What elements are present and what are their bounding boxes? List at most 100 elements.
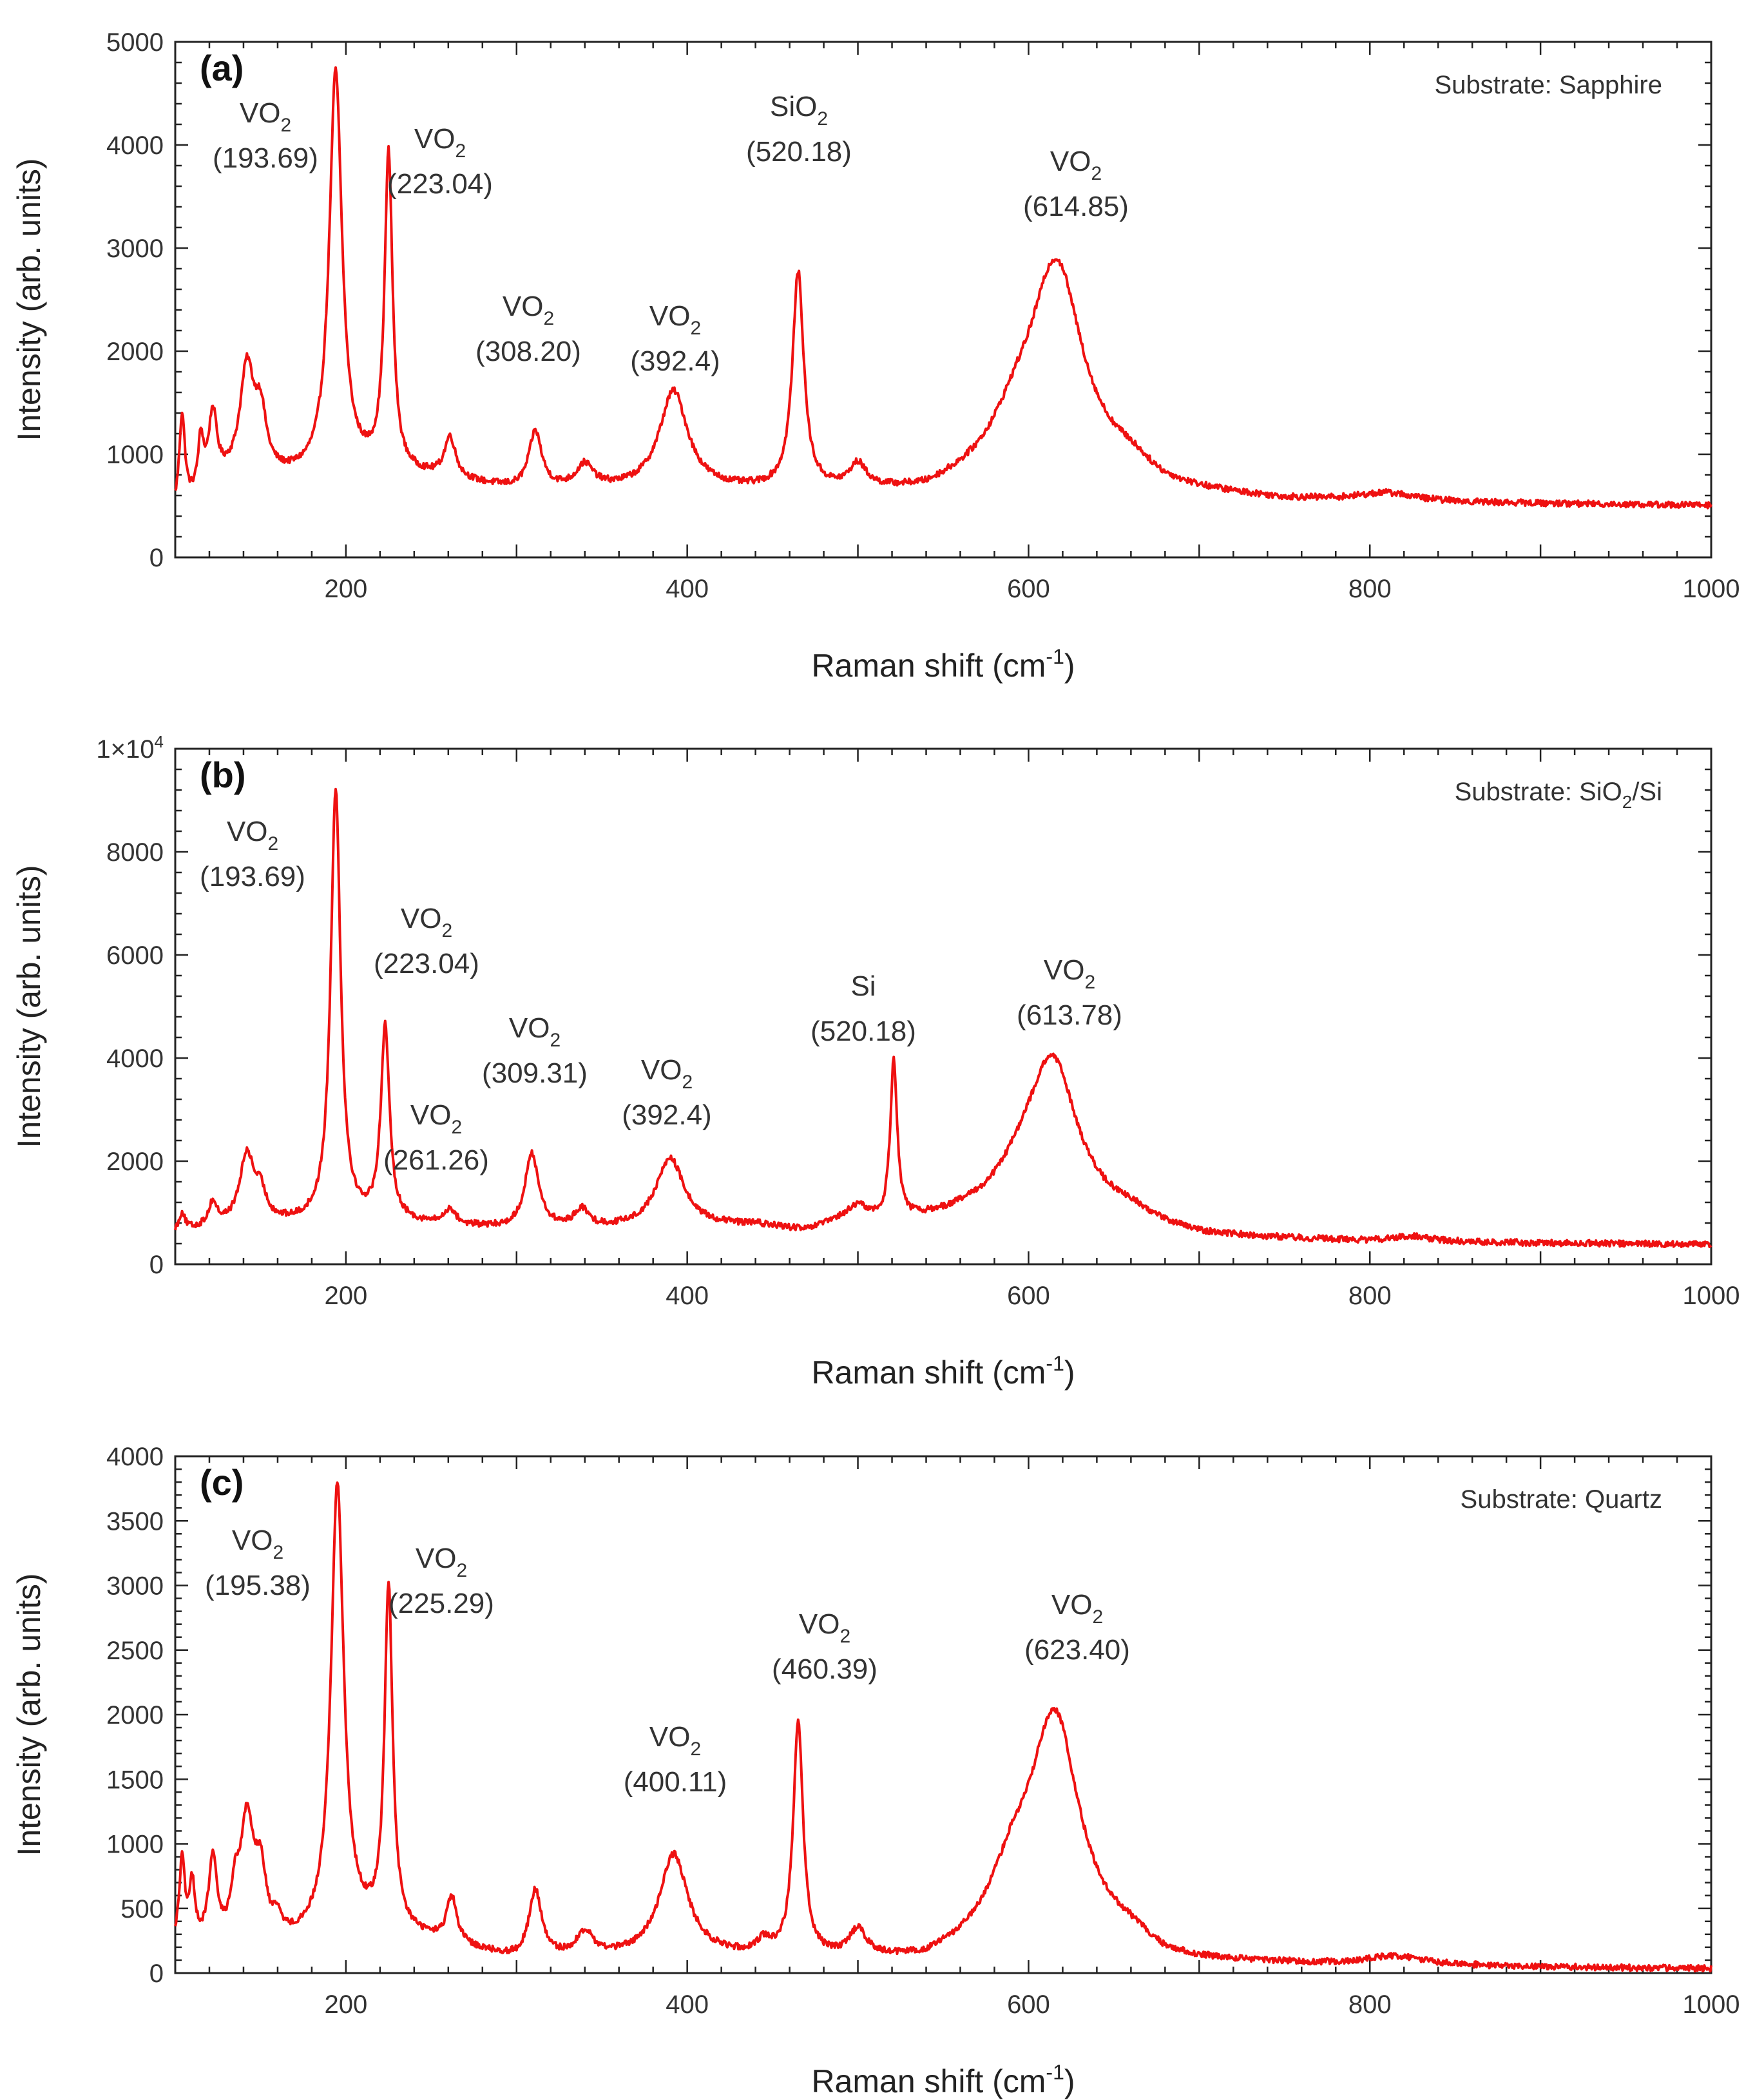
peak-species-label: VO2 bbox=[401, 903, 452, 941]
x-tick-label: 1000 bbox=[1683, 575, 1740, 603]
peak-species-label: VO2 bbox=[641, 1054, 693, 1093]
peak-shift-label: (392.4) bbox=[622, 1099, 711, 1131]
peak-shift-label: (223.04) bbox=[387, 168, 493, 200]
panel-label: (a) bbox=[200, 48, 244, 88]
peak-shift-label: (613.78) bbox=[1017, 999, 1122, 1031]
substrate-label: Substrate: Quartz bbox=[1461, 1485, 1662, 1514]
y-tick-label: 4000 bbox=[106, 1443, 164, 1471]
peak-species-label: VO2 bbox=[649, 1721, 701, 1760]
y-tick-label: 5000 bbox=[106, 28, 164, 57]
y-tick-label: 4000 bbox=[106, 1045, 164, 1073]
x-tick-label: 200 bbox=[325, 1282, 368, 1310]
peak-annotation: VO2 (623.40) bbox=[1024, 1589, 1130, 1666]
y-tick-label: 0 bbox=[149, 1960, 164, 1988]
y-tick-label: 2500 bbox=[106, 1637, 164, 1665]
peak-annotation: VO2 (614.85) bbox=[1023, 146, 1129, 222]
y-tick-label: 6000 bbox=[106, 941, 164, 970]
peak-annotation: VO2 (613.78) bbox=[1017, 954, 1122, 1031]
chart-panel-1: 200 400 600 800 1000 0 1000 2000 3000 4000 5000 Ram… bbox=[11, 28, 1740, 684]
y-axis-label: Intensity (arb. units) bbox=[11, 865, 47, 1148]
y-tick-label: 1500 bbox=[106, 1766, 164, 1794]
raman-spectrum-line bbox=[174, 66, 1712, 510]
y-tick-label: 3000 bbox=[106, 1572, 164, 1601]
panel-label: (b) bbox=[200, 755, 246, 795]
peak-shift-label: (223.04) bbox=[374, 948, 479, 979]
peak-annotation: VO2 (223.04) bbox=[387, 123, 493, 200]
panel-label: (c) bbox=[200, 1462, 244, 1503]
peak-species-label: VO2 bbox=[416, 1543, 467, 1581]
peak-shift-label: (623.40) bbox=[1024, 1634, 1130, 1666]
plot-frame bbox=[174, 1455, 1712, 1974]
peak-annotation: VO2 (223.04) bbox=[374, 903, 479, 979]
x-tick-label: 600 bbox=[1007, 575, 1050, 603]
x-tick-label: 600 bbox=[1007, 1282, 1050, 1310]
y-tick-label: 2000 bbox=[106, 1148, 164, 1176]
peak-shift-label: (614.85) bbox=[1023, 191, 1129, 222]
peak-annotation: VO2 (309.31) bbox=[482, 1012, 588, 1089]
x-axis-label: Raman shift (cm-1) bbox=[811, 645, 1075, 684]
peak-annotation: VO2 (193.69) bbox=[200, 816, 305, 892]
peak-species-label: VO2 bbox=[410, 1099, 462, 1138]
peak-species-label: Si bbox=[850, 970, 876, 1002]
raman-spectrum-line bbox=[174, 1481, 1712, 1973]
peak-species-label: VO2 bbox=[240, 97, 291, 136]
x-tick-label: 400 bbox=[666, 575, 709, 603]
y-tick-label: 1×104 bbox=[96, 732, 164, 764]
peak-shift-label: (392.4) bbox=[630, 345, 720, 377]
y-tick-label: 0 bbox=[149, 1251, 164, 1279]
x-tick-label: 1000 bbox=[1683, 1990, 1740, 2019]
peak-species-label: VO2 bbox=[509, 1012, 561, 1051]
peak-shift-label: (195.38) bbox=[205, 1570, 311, 1601]
y-axis-label: Intensity (arb. units) bbox=[11, 158, 47, 441]
y-tick-label: 1000 bbox=[106, 441, 164, 469]
plot-frame bbox=[174, 747, 1712, 1266]
x-tick-label: 400 bbox=[666, 1282, 709, 1310]
peak-annotation: VO2 (460.39) bbox=[772, 1608, 877, 1685]
peak-shift-label: (308.20) bbox=[475, 336, 581, 367]
x-tick-label: 1000 bbox=[1683, 1282, 1740, 1310]
peak-annotation: VO2 (225.29) bbox=[388, 1543, 494, 1619]
y-tick-label: 0 bbox=[149, 544, 164, 572]
peak-annotation: VO2 (261.26) bbox=[383, 1099, 489, 1176]
y-tick-label: 3500 bbox=[106, 1507, 164, 1536]
peak-species-label: VO2 bbox=[1050, 146, 1102, 184]
x-tick-label: 800 bbox=[1348, 1282, 1392, 1310]
y-tick-label: 2000 bbox=[106, 1701, 164, 1729]
peak-annotation: VO2 (400.11) bbox=[624, 1721, 727, 1798]
peak-annotation: VO2 (392.4) bbox=[622, 1054, 711, 1131]
peak-shift-label: (460.39) bbox=[772, 1653, 877, 1685]
x-tick-label: 800 bbox=[1348, 1990, 1392, 2019]
peak-species-label: VO2 bbox=[1044, 954, 1095, 993]
substrate-label: Substrate: SiO2/Si bbox=[1455, 778, 1662, 812]
peak-annotation: VO2 (195.38) bbox=[205, 1525, 311, 1601]
plot-frame bbox=[174, 41, 1712, 559]
peak-shift-label: (309.31) bbox=[482, 1057, 588, 1089]
peak-annotation: Si (520.18) bbox=[810, 970, 916, 1047]
peak-shift-label: (193.69) bbox=[213, 142, 318, 174]
peak-shift-label: (193.69) bbox=[200, 861, 305, 892]
peak-annotation: SiO2 (520.18) bbox=[746, 91, 852, 168]
x-axis-label: Raman shift (cm-1) bbox=[811, 2061, 1075, 2099]
peak-species-label: VO2 bbox=[232, 1525, 283, 1563]
y-tick-label: 1000 bbox=[106, 1831, 164, 1859]
chart-panel-3: 200 400 600 800 1000 0 500 1000 1500 2000 2500 3000… bbox=[11, 1443, 1740, 2099]
peak-annotation: VO2 (193.69) bbox=[213, 97, 318, 174]
x-tick-label: 600 bbox=[1007, 1990, 1050, 2019]
peak-shift-label: (225.29) bbox=[388, 1588, 494, 1619]
peak-annotation: VO2 (308.20) bbox=[475, 291, 581, 367]
peak-species-label: SiO2 bbox=[770, 91, 828, 130]
peak-annotation: VO2 (392.4) bbox=[630, 300, 720, 377]
peak-shift-label: (261.26) bbox=[383, 1144, 489, 1176]
x-tick-label: 800 bbox=[1348, 575, 1392, 603]
peak-species-label: VO2 bbox=[649, 300, 701, 339]
peak-species-label: VO2 bbox=[414, 123, 466, 162]
x-axis-label: Raman shift (cm-1) bbox=[811, 1352, 1075, 1391]
y-tick-label: 8000 bbox=[106, 838, 164, 867]
y-tick-label: 500 bbox=[120, 1895, 164, 1923]
y-tick-label: 4000 bbox=[106, 131, 164, 160]
y-tick-label: 3000 bbox=[106, 235, 164, 263]
x-tick-label: 400 bbox=[666, 1990, 709, 2019]
peak-shift-label: (520.18) bbox=[746, 136, 852, 168]
x-tick-label: 200 bbox=[325, 575, 368, 603]
